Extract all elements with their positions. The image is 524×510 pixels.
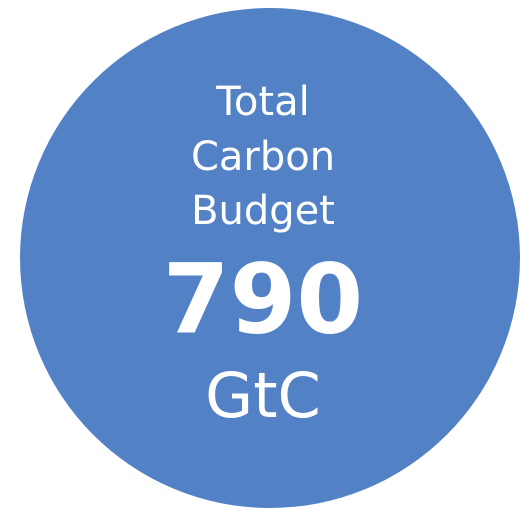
label-line: Budget bbox=[191, 188, 335, 234]
unit: GtC bbox=[205, 359, 321, 432]
label-line: Total bbox=[215, 79, 309, 125]
circle bbox=[20, 8, 520, 508]
value: 790 bbox=[163, 243, 363, 355]
label-line: Carbon bbox=[191, 134, 335, 180]
